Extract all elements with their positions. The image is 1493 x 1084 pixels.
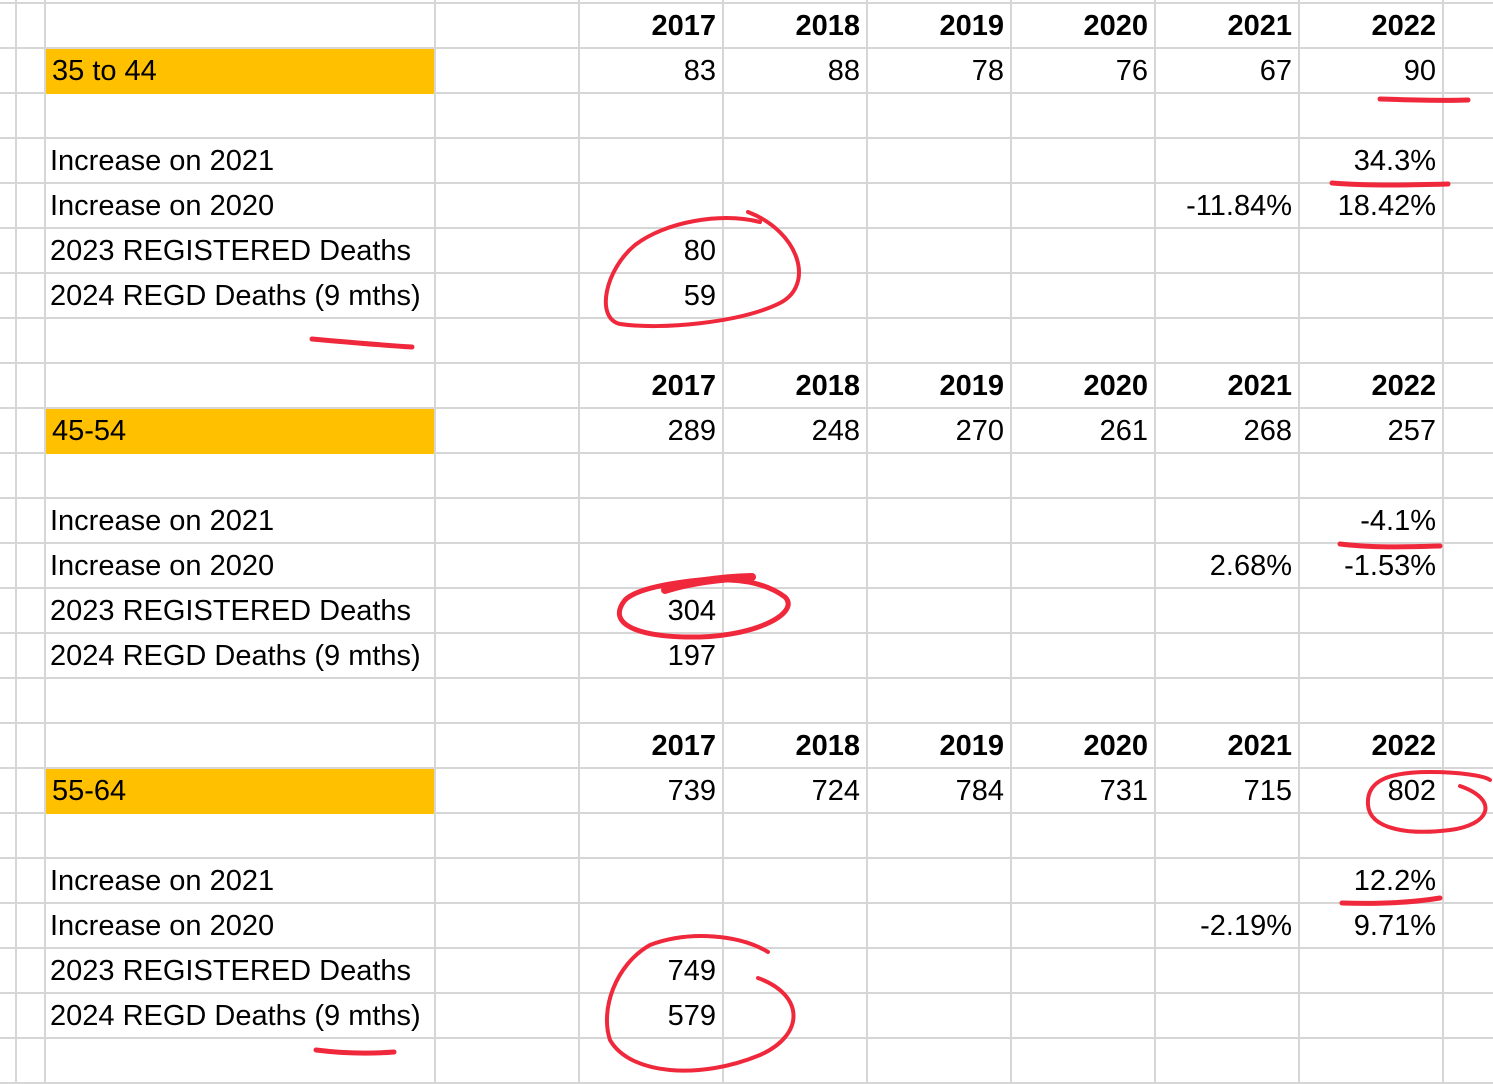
year-header-cell[interactable]: 2021 [1227,10,1292,42]
row-gridline [0,407,1493,409]
underline-stroke [1377,96,1471,103]
row-label-cell[interactable]: Increase on 2020 [50,910,275,942]
row-label-cell[interactable]: 2024 REGD Deaths (9 mths) [50,640,421,672]
year-header-cell[interactable]: 2020 [1083,10,1148,42]
death-count-cell[interactable]: 270 [955,415,1004,447]
year-header-cell[interactable]: 2019 [939,10,1004,42]
metric-value-cell[interactable]: 18.42% [1337,190,1436,222]
metric-value-cell[interactable]: 80 [683,235,716,267]
metric-value-cell[interactable]: -1.53% [1344,550,1436,582]
death-count-cell[interactable]: 724 [811,775,860,807]
row-gridline [0,677,1493,679]
year-header-cell[interactable]: 2017 [651,730,716,762]
death-count-cell[interactable]: 248 [811,415,860,447]
death-count-cell[interactable]: 83 [683,55,716,87]
row-label-cell[interactable]: 2023 REGISTERED Deaths [50,595,412,627]
year-header-cell[interactable]: 2020 [1083,730,1148,762]
death-count-cell[interactable]: 88 [827,55,860,87]
metric-value-cell[interactable]: -4.1% [1360,505,1436,537]
row-gridline [0,1082,1493,1084]
row-gridline [0,767,1493,769]
metric-value-cell[interactable]: -11.84% [1186,190,1292,222]
year-header-cell[interactable]: 2020 [1083,370,1148,402]
row-gridline [0,452,1493,454]
row-gridline [0,722,1493,724]
metric-value-cell[interactable]: 304 [667,595,716,627]
death-count-cell[interactable]: 67 [1259,55,1292,87]
year-header-cell[interactable]: 2022 [1371,370,1436,402]
metric-value-cell[interactable]: 12.2% [1353,865,1436,897]
row-label-cell[interactable]: Increase on 2021 [50,145,275,177]
death-count-cell[interactable]: 257 [1387,415,1436,447]
row-gridline [0,497,1493,499]
row-gridline [0,857,1493,859]
death-count-cell[interactable]: 784 [955,775,1004,807]
row-label-cell[interactable]: Increase on 2021 [50,865,275,897]
row-label-cell[interactable]: Increase on 2021 [50,505,275,537]
year-header-cell[interactable]: 2017 [651,10,716,42]
age-group-label[interactable]: 45-54 [46,409,434,454]
row-gridline [0,137,1493,139]
row-label-cell[interactable]: Increase on 2020 [50,550,275,582]
row-gridline [0,92,1493,94]
year-header-cell[interactable]: 2018 [795,730,860,762]
row-label-cell[interactable]: Increase on 2020 [50,190,275,222]
row-label-cell[interactable]: 2024 REGD Deaths (9 mths) [50,1000,421,1032]
death-count-cell[interactable]: 802 [1387,775,1436,807]
row-gridline [0,362,1493,364]
row-label-cell[interactable]: 2023 REGISTERED Deaths [50,955,412,987]
year-header-cell[interactable]: 2021 [1227,730,1292,762]
row-gridline [0,812,1493,814]
row-gridline [0,542,1493,544]
row-label-cell[interactable]: 2024 REGD Deaths (9 mths) [50,280,421,312]
death-count-cell[interactable]: 715 [1243,775,1292,807]
death-count-cell[interactable]: 739 [667,775,716,807]
year-header-cell[interactable]: 2019 [939,730,1004,762]
year-header-cell[interactable]: 2022 [1371,10,1436,42]
death-count-cell[interactable]: 76 [1115,55,1148,87]
age-group-label[interactable]: 55-64 [46,769,434,814]
metric-value-cell[interactable]: 749 [667,955,716,987]
metric-value-cell[interactable]: 59 [683,280,716,312]
death-count-cell[interactable]: 268 [1243,415,1292,447]
underline-stroke [309,336,415,350]
metric-value-cell[interactable]: -2.19% [1200,910,1292,942]
death-count-cell[interactable]: 289 [667,415,716,447]
death-count-cell[interactable]: 261 [1099,415,1148,447]
metric-value-cell[interactable]: 197 [667,640,716,672]
year-header-cell[interactable]: 2022 [1371,730,1436,762]
death-count-cell[interactable]: 90 [1403,55,1436,87]
row-gridline [0,47,1493,49]
death-count-cell[interactable]: 78 [971,55,1004,87]
year-header-cell[interactable]: 2018 [795,370,860,402]
year-header-cell[interactable]: 2019 [939,370,1004,402]
age-group-label[interactable]: 35 to 44 [46,49,434,94]
year-header-cell[interactable]: 2021 [1227,370,1292,402]
row-gridline [0,2,1493,4]
row-gridline [0,902,1493,904]
death-count-cell[interactable]: 731 [1099,775,1148,807]
metric-value-cell[interactable]: 579 [667,1000,716,1032]
row-label-cell[interactable]: 2023 REGISTERED Deaths [50,235,412,267]
year-header-cell[interactable]: 2017 [651,370,716,402]
row-gridline [0,182,1493,184]
metric-value-cell[interactable]: 9.71% [1353,910,1436,942]
underline-stroke [313,1047,397,1056]
metric-value-cell[interactable]: 34.3% [1353,145,1436,177]
metric-value-cell[interactable]: 2.68% [1209,550,1292,582]
year-header-cell[interactable]: 2018 [795,10,860,42]
